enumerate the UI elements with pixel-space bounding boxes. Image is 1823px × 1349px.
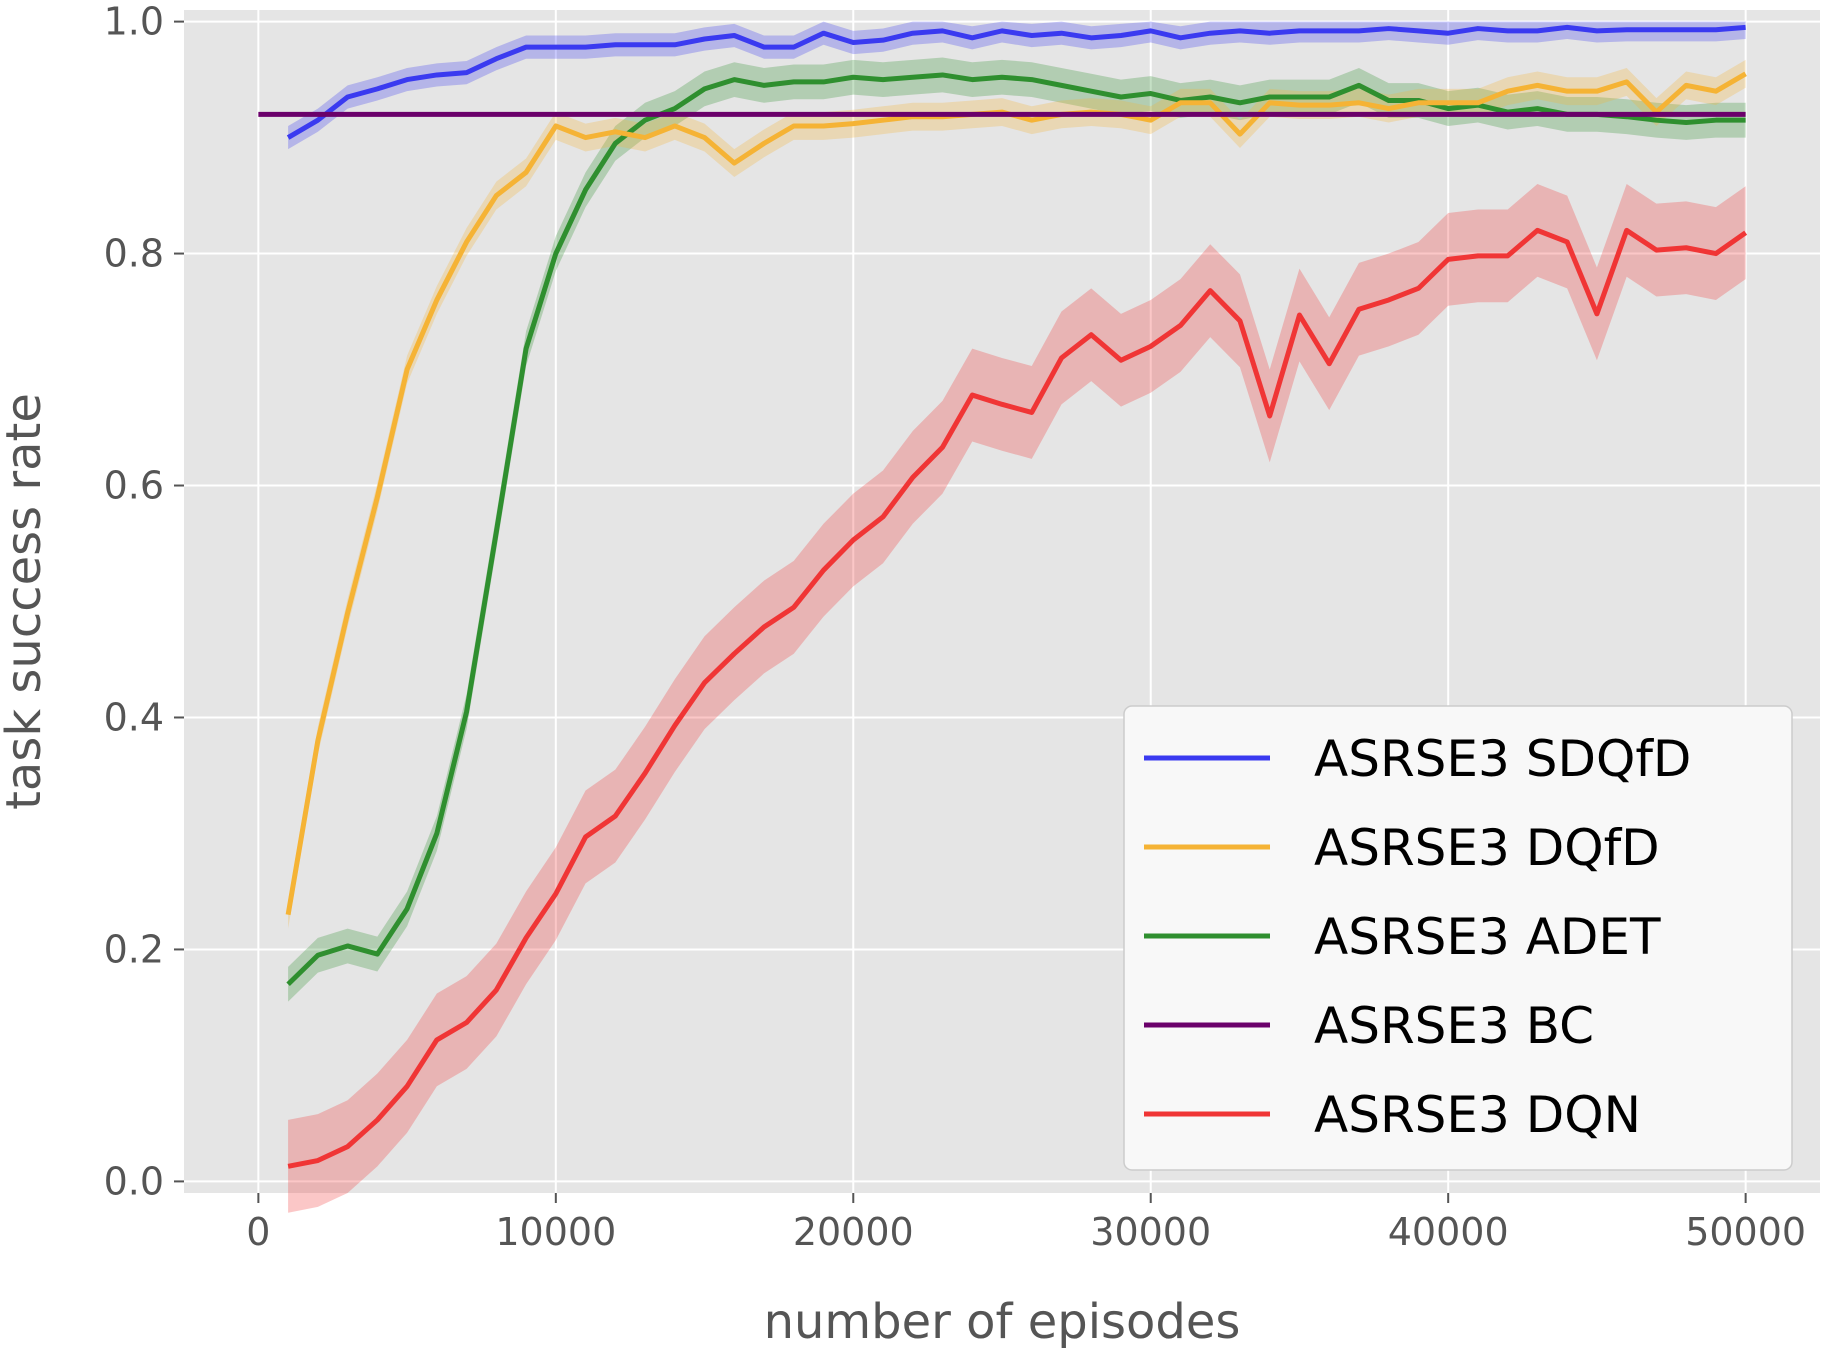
- legend-label-asrse3-dqn: ASRSE3 DQN: [1314, 1086, 1641, 1144]
- x-tick-label: 10000: [495, 1210, 616, 1254]
- grid-lines: [184, 10, 1820, 1193]
- x-tick-label: 20000: [793, 1210, 914, 1254]
- x-axis-label: number of episodes: [764, 1294, 1241, 1349]
- y-axis-label: task success rate: [0, 393, 52, 810]
- asrse3-sdqfd-band: [288, 21, 1746, 150]
- x-tick-label: 30000: [1090, 1210, 1211, 1254]
- x-axis-ticks: 0 10000 20000 30000 40000 50000: [246, 1193, 1806, 1254]
- legend-label-asrse3-bc: ASRSE3 BC: [1314, 997, 1594, 1055]
- x-tick-label: 0: [246, 1210, 270, 1254]
- y-tick-label: 0.0: [104, 1159, 164, 1203]
- legend-box: [1123, 705, 1793, 1171]
- y-tick-label: 0.8: [104, 232, 164, 276]
- asrse3-sdqfd-line: [286, 24, 1746, 140]
- y-tick-label: 1.0: [104, 0, 164, 44]
- y-axis-ticks: 0.0 0.2 0.4 0.6 0.8 1.0: [104, 0, 184, 1203]
- asrse3-dqn-line: [287, 227, 1748, 1169]
- y-tick-label: 0.4: [104, 695, 164, 739]
- x-tick-label: 40000: [1388, 1210, 1509, 1254]
- series-lines: [258, 24, 1748, 1169]
- legend: ASRSE3 SDQfD ASRSE3 DQfD ASRSE3 ADET ASRSE3…: [1123, 705, 1793, 1171]
- legend-label-asrse3-sdqfd: ASRSE3 SDQfD: [1314, 730, 1691, 788]
- legend-label-asrse3-adet: ASRSE3 ADET: [1314, 908, 1661, 966]
- legend-label-asrse3-dqfd: ASRSE3 DQfD: [1314, 819, 1660, 877]
- y-tick-label: 0.6: [104, 464, 164, 508]
- asrse3-dqn-band: [288, 183, 1746, 1213]
- y-tick-label: 0.2: [104, 927, 164, 971]
- confidence-bands: [288, 21, 1746, 1213]
- x-tick-label: 50000: [1685, 1210, 1806, 1254]
- asrse3-adet-line: [286, 72, 1746, 987]
